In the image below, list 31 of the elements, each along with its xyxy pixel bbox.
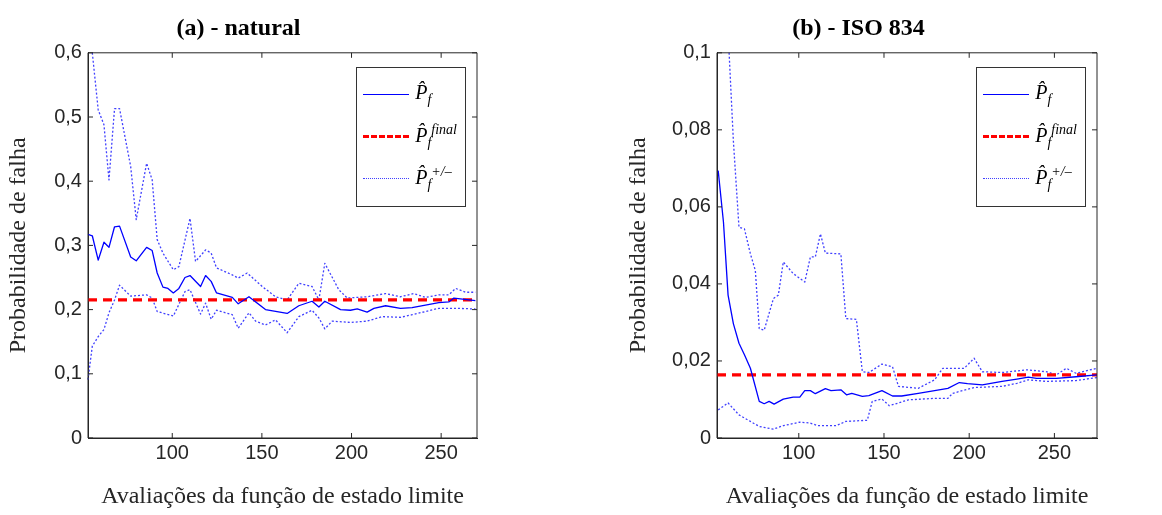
y-axis-title: Probabilidade de falha [623, 137, 650, 354]
y-axis-title: Probabilidade de falha [3, 137, 30, 354]
y-tick-label: 0,4 [54, 168, 82, 191]
legend-label: P̂$_{f}$ [415, 81, 432, 109]
y-tick-label: 0,04 [672, 271, 711, 294]
chart-title: (a) - natural [176, 13, 301, 40]
y-tick-label: 0,5 [54, 104, 82, 127]
y-tick-label: 0,08 [672, 117, 711, 140]
y-tick-label: 0,2 [54, 297, 82, 320]
x-tick-label: 200 [952, 440, 986, 463]
y-tick-label: 0,6 [54, 40, 82, 63]
x-tick-label: 150 [867, 440, 901, 463]
y-tick-label: 0,06 [672, 194, 711, 217]
y-tick-label: 0,3 [54, 232, 82, 255]
x-tick-label: 100 [782, 440, 816, 463]
x-tick-label: 250 [424, 440, 458, 463]
x-tick-label: 150 [245, 440, 279, 463]
line-series [728, 52, 1098, 389]
y-tick-label: 0 [70, 425, 82, 448]
y-tick-label: 0,1 [54, 361, 82, 384]
y-tick-label: 0 [699, 425, 711, 448]
y-tick-label: 0,1 [683, 40, 711, 63]
x-tick-label: 250 [1037, 440, 1072, 463]
y-tick-label: 0,02 [672, 348, 711, 371]
line-series [717, 376, 1098, 430]
chart-title: (b) - ISO 834 [792, 13, 925, 40]
x-axis-title: Avaliações da função de estado limite [101, 481, 464, 508]
x-axis-title: Avaliações da função de estado limite [725, 481, 1089, 508]
x-tick-label: 200 [334, 440, 369, 463]
legend-label: P̂$_{f}$ [1035, 81, 1052, 109]
x-tick-label: 100 [155, 440, 189, 463]
